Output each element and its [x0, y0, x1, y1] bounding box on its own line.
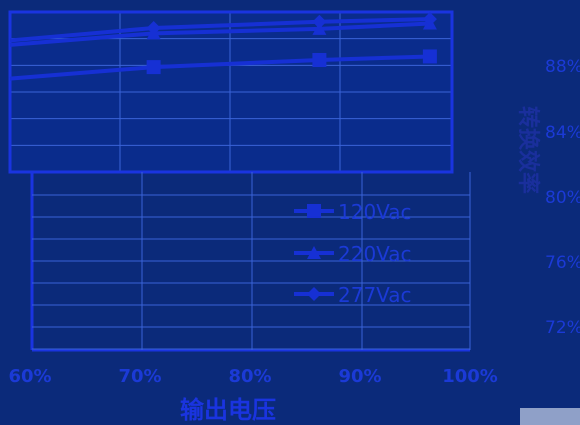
legend-entry: 120Vac — [294, 200, 412, 224]
y-axis-label: 转换效率 — [515, 106, 541, 194]
y-tick-label: 72% — [545, 318, 580, 338]
x-tick-label: 80% — [228, 366, 271, 387]
y-tick-label: 84% — [545, 123, 580, 143]
y-tick-labels: 72% 76% 80% 84% 88% — [545, 57, 580, 338]
grid-lines — [8, 10, 454, 174]
legend-marker — [307, 287, 321, 301]
x-tick-label: 100% — [442, 366, 498, 387]
data-point — [146, 60, 161, 75]
y-tick-label: 76% — [545, 253, 580, 273]
series-line — [9, 21, 430, 47]
legend: 120Vac 220Vac 277Vac — [294, 200, 412, 307]
series-layer — [9, 12, 437, 81]
series-120Vac — [9, 49, 437, 81]
legend-label: 220Vac — [338, 242, 412, 266]
x-tick-label: 60% — [8, 366, 51, 387]
data-point — [422, 12, 437, 27]
data-point — [146, 21, 161, 35]
y-tick-label: 80% — [545, 188, 580, 208]
legend-marker — [307, 246, 321, 259]
series-220Vac — [9, 16, 437, 47]
legend-label: 277Vac — [338, 283, 412, 307]
x-tick-labels: 60% 70% 80% 90% 100% — [8, 366, 497, 387]
series-line — [9, 17, 430, 43]
series-line — [9, 54, 430, 81]
x-axis-label: 输出电压 — [180, 396, 276, 424]
legend-entry: 220Vac — [294, 242, 412, 266]
series-277Vac — [9, 12, 437, 43]
y-tick-label: 88% — [545, 57, 580, 77]
x-tick-label: 90% — [338, 366, 381, 387]
plot-frame — [8, 10, 454, 174]
corner-patch — [520, 408, 580, 425]
data-point — [422, 49, 437, 64]
data-point — [312, 14, 327, 29]
legend-marker — [307, 204, 321, 218]
legend-label: 120Vac — [338, 200, 412, 224]
lower-grid-lines — [30, 172, 471, 352]
data-point — [312, 53, 327, 67]
x-tick-label: 70% — [118, 366, 161, 387]
legend-entry: 277Vac — [294, 283, 412, 307]
